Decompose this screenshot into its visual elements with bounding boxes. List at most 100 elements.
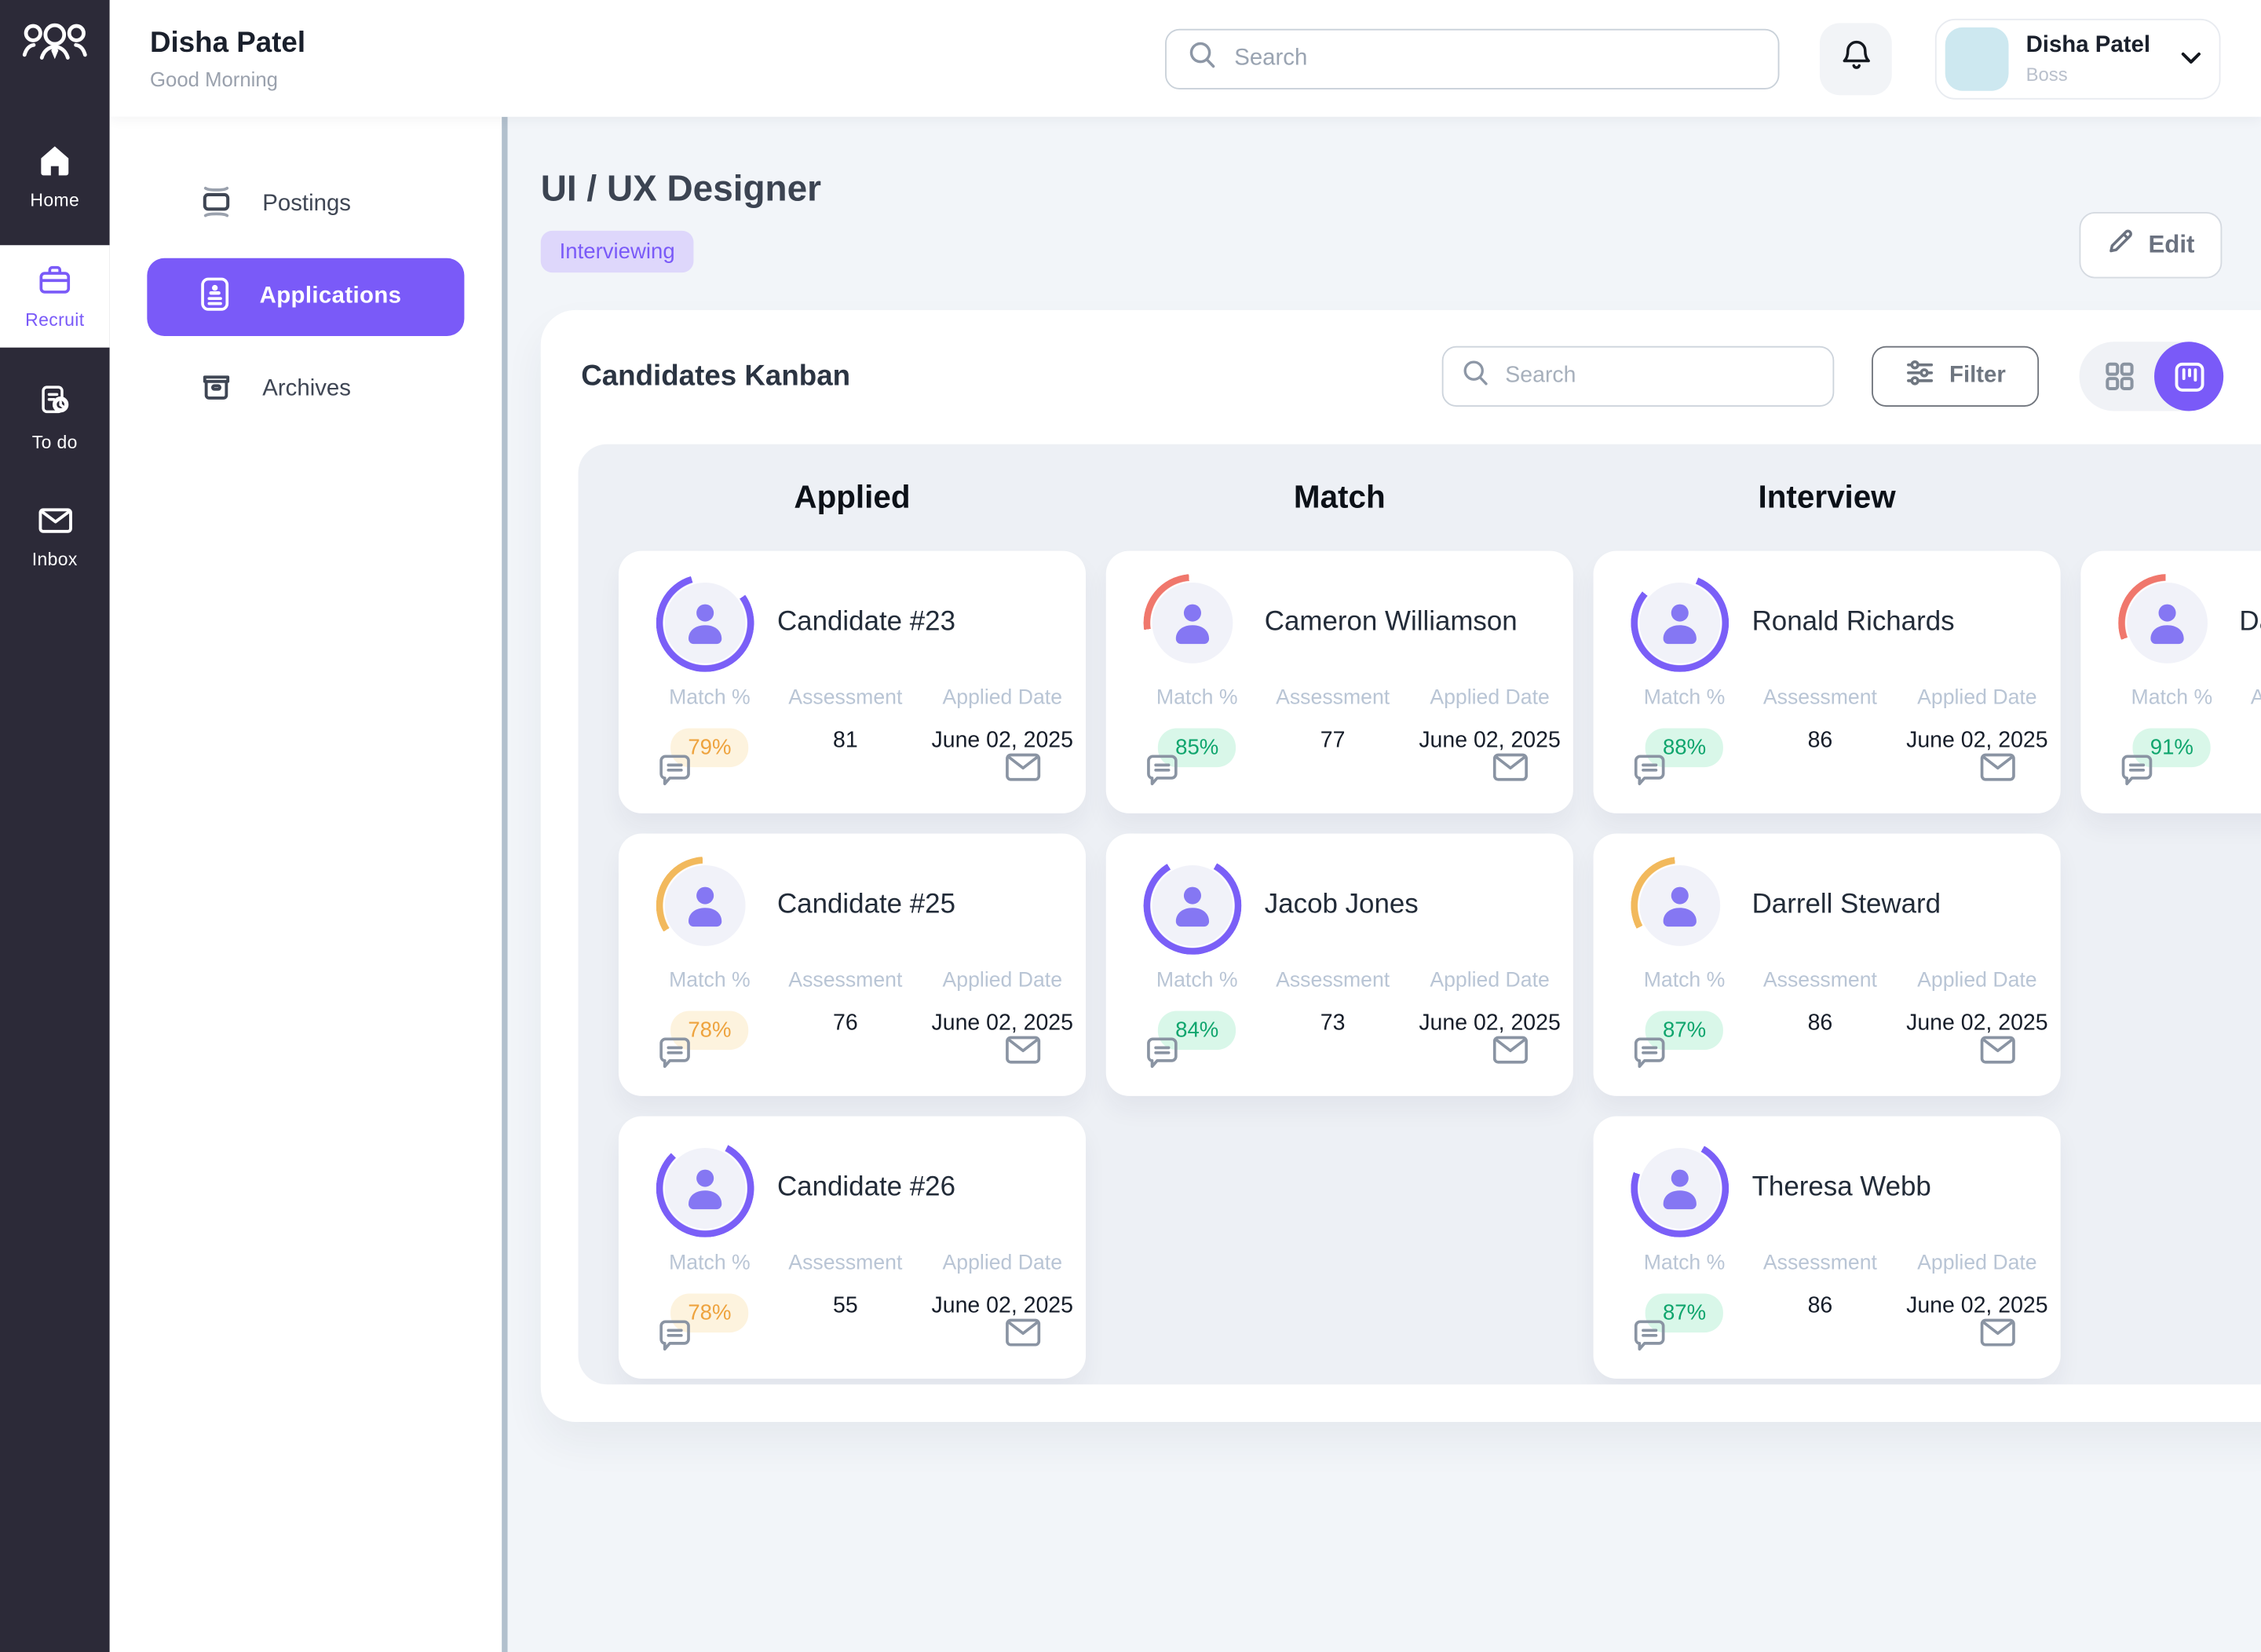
mail-icon[interactable] xyxy=(1491,1034,1530,1073)
candidate-avatar xyxy=(656,574,754,672)
column-cards: Darle Match % 91% Assessment Applied Dat… xyxy=(2080,550,2261,813)
candidate-name: Theresa Webb xyxy=(1751,1172,1931,1203)
column-cards: Cameron Williamson Match % 85% Assessmen… xyxy=(1105,550,1573,1096)
panel-head: Candidates Kanban xyxy=(541,339,2261,415)
applied-date-value: June 02, 2025 xyxy=(931,728,1073,753)
comment-icon[interactable] xyxy=(1144,1034,1182,1073)
match-label: Match % xyxy=(1643,969,1726,992)
comment-icon[interactable] xyxy=(656,751,694,791)
grid-view-button[interactable] xyxy=(2102,359,2137,393)
candidate-name: Darle xyxy=(2239,607,2261,638)
recruit-subnav: Postings Applications Arc xyxy=(109,116,502,1652)
subnav-item-applications[interactable]: Applications xyxy=(147,258,465,336)
kanban-search-input[interactable] xyxy=(1505,363,1816,389)
column-title: Applied xyxy=(794,478,911,515)
assessment-value: 86 xyxy=(1807,1293,1833,1318)
mail-icon[interactable] xyxy=(1003,1034,1043,1073)
applied-date-label: Applied Date xyxy=(1917,969,2037,992)
comment-icon[interactable] xyxy=(656,1034,694,1073)
sidebar-item-inbox[interactable]: Inbox xyxy=(0,488,110,587)
profile-role: Boss xyxy=(2025,62,2068,85)
person-icon xyxy=(1639,583,1721,663)
kanban-board: Applied Candidate #23 Match % 79% Assess xyxy=(578,444,2261,1385)
candidate-card[interactable]: Cameron Williamson Match % 85% Assessmen… xyxy=(1105,550,1573,813)
candidate-stats: Match % 87% Assessment 86 Applied Date J… xyxy=(1594,969,2061,1051)
assessment-value: 86 xyxy=(1807,728,1833,753)
candidate-avatar xyxy=(656,856,754,955)
kanban-view-button[interactable] xyxy=(2154,342,2224,411)
candidate-avatar xyxy=(1631,574,1730,672)
profile-menu[interactable]: Disha Patel Boss xyxy=(1934,17,2221,99)
match-value: 85% xyxy=(1158,728,1236,768)
subnav-item-archives[interactable]: Archives xyxy=(147,350,464,428)
postings-icon xyxy=(199,182,233,227)
edit-button-label: Edit xyxy=(2148,230,2195,258)
comment-icon[interactable] xyxy=(2118,751,2156,791)
candidate-card[interactable]: Jacob Jones Match % 84% Assessment 73 Ap… xyxy=(1105,833,1573,1096)
mail-icon[interactable] xyxy=(1978,1317,2018,1356)
sidebar-item-home[interactable]: Home xyxy=(0,126,110,228)
candidate-card[interactable]: Candidate #26 Match % 78% Assessment 55 … xyxy=(618,1116,1087,1379)
mail-icon[interactable] xyxy=(1003,751,1043,791)
mail-icon[interactable] xyxy=(1491,751,1530,791)
candidates-panel: Candidates Kanban xyxy=(540,309,2261,1422)
match-value: 84% xyxy=(1158,1011,1236,1051)
candidate-card[interactable]: Candidate #25 Match % 78% Assessment 76 … xyxy=(618,833,1087,1096)
candidate-card[interactable]: Ronald Richards Match % 88% Assessment 8… xyxy=(1593,550,2061,813)
edit-button[interactable]: Edit xyxy=(2079,211,2223,279)
candidate-card[interactable]: Darle Match % 91% Assessment Applied Dat… xyxy=(2080,550,2261,813)
person-icon xyxy=(1639,865,1721,946)
comment-icon[interactable] xyxy=(1144,751,1182,791)
sidebar-item-todo[interactable]: To do xyxy=(0,365,110,470)
assessment-label: Assessment xyxy=(1762,686,1877,710)
candidate-card[interactable]: Candidate #23 Match % 79% Assessment 81 … xyxy=(618,550,1087,813)
assessment-value: 81 xyxy=(832,728,858,753)
comment-icon[interactable] xyxy=(1631,1317,1668,1356)
sidebar-item-recruit[interactable]: Recruit xyxy=(0,245,110,348)
assessment-value: 86 xyxy=(1807,1011,1833,1036)
sidebar-item-label: Inbox xyxy=(31,549,78,570)
candidate-name: Darrell Steward xyxy=(1751,890,1941,920)
candidate-name: Candidate #23 xyxy=(776,607,956,638)
bell-icon xyxy=(1839,38,1872,79)
kanban-column: Match Cameron Williamson Match % 85% Ass xyxy=(1105,462,1573,1384)
assessment-label: Assessment xyxy=(788,1252,903,1275)
comment-icon[interactable] xyxy=(656,1317,694,1356)
mail-icon[interactable] xyxy=(1003,1317,1043,1356)
applied-date-label: Applied Date xyxy=(1917,1252,2037,1275)
mail-icon[interactable] xyxy=(1978,751,2018,791)
sidebar-divider xyxy=(502,116,508,1652)
assessment-value: 77 xyxy=(1320,728,1346,753)
match-value: 78% xyxy=(670,1011,749,1051)
kanban-column: Interview Ronald Richards Match % 88% As xyxy=(1593,462,2061,1384)
applied-date-value: June 02, 2025 xyxy=(1906,1293,2048,1318)
subnav-item-postings[interactable]: Postings xyxy=(147,166,464,243)
filter-button-label: Filter xyxy=(1949,363,2006,389)
mail-icon[interactable] xyxy=(1978,1034,2018,1073)
envelope-icon xyxy=(37,506,73,543)
main-content: UI / UX Designer Interviewing Edit Candi… xyxy=(507,116,2261,1652)
candidate-name: Candidate #26 xyxy=(776,1172,956,1203)
candidate-stats: Match % 78% Assessment 76 Applied Date J… xyxy=(619,969,1086,1051)
filter-button[interactable]: Filter xyxy=(1871,345,2040,407)
greeting-block: Disha Patel Good Morning xyxy=(150,27,305,90)
kanban-column: Applied Candidate #23 Match % 79% Assess xyxy=(618,462,1087,1384)
assessment-value: 76 xyxy=(832,1011,858,1036)
candidate-avatar xyxy=(1143,856,1242,955)
comment-icon[interactable] xyxy=(1631,751,1668,791)
candidate-card[interactable]: Theresa Webb Match % 87% Assessment 86 A… xyxy=(1593,1116,2061,1379)
search-input[interactable] xyxy=(1234,45,1758,71)
profile-text: Disha Patel Boss xyxy=(2026,32,2150,84)
assessment-label: Assessment xyxy=(2251,686,2261,709)
candidate-stats: Match % 84% Assessment 73 Applied Date J… xyxy=(1106,969,1573,1051)
sidebar-item-label: To do xyxy=(31,433,78,453)
home-icon xyxy=(38,144,72,184)
notifications-button[interactable] xyxy=(1819,22,1892,95)
candidate-card[interactable]: Darrell Steward Match % 87% Assessment 8… xyxy=(1593,833,2061,1096)
candidate-stats: Match % 91% Assessment Applied Date xyxy=(2080,686,2261,768)
match-label: Match % xyxy=(1643,1252,1726,1275)
candidate-stats: Match % 85% Assessment 77 Applied Date J… xyxy=(1106,686,1573,768)
applied-date-label: Applied Date xyxy=(1430,686,1550,710)
person-icon xyxy=(1639,1148,1721,1229)
comment-icon[interactable] xyxy=(1631,1034,1668,1073)
